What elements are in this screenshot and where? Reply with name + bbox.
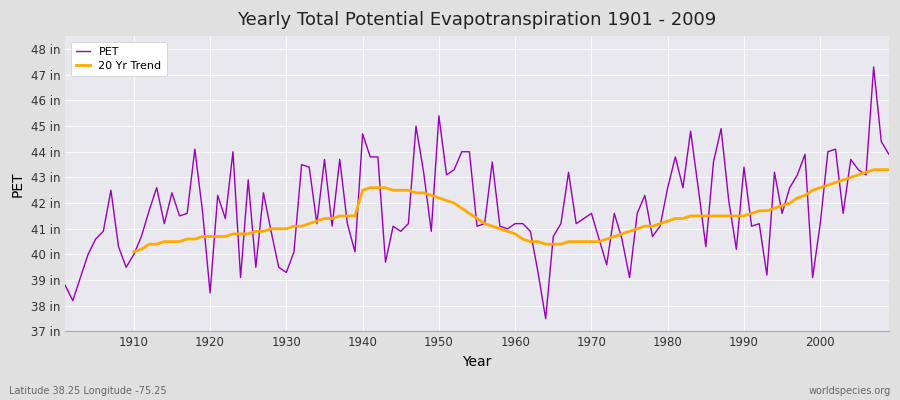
X-axis label: Year: Year — [463, 355, 491, 369]
Text: Latitude 38.25 Longitude -75.25: Latitude 38.25 Longitude -75.25 — [9, 386, 166, 396]
PET — [334, 157, 345, 162]
20 Yr Trend — [518, 237, 528, 242]
20 Yr Trend — [579, 239, 590, 244]
20 Yr Trend — [274, 226, 284, 231]
Title: Yearly Total Potential Evapotranspiration 1901 - 2009: Yearly Total Potential Evapotranspiratio… — [238, 11, 716, 29]
20 Yr Trend — [884, 167, 895, 172]
20 Yr Trend — [845, 175, 856, 180]
PET — [868, 65, 879, 70]
PET — [509, 221, 520, 226]
PET — [609, 211, 620, 216]
20 Yr Trend — [868, 167, 879, 172]
PET — [121, 265, 131, 270]
PET — [884, 152, 895, 157]
Legend: PET, 20 Yr Trend: PET, 20 Yr Trend — [71, 42, 167, 76]
Y-axis label: PET: PET — [11, 171, 25, 197]
PET — [59, 283, 70, 288]
Line: 20 Yr Trend: 20 Yr Trend — [134, 170, 889, 252]
20 Yr Trend — [823, 183, 833, 188]
PET — [502, 226, 513, 231]
PET — [540, 316, 551, 321]
Line: PET: PET — [65, 67, 889, 319]
Text: worldspecies.org: worldspecies.org — [809, 386, 891, 396]
20 Yr Trend — [129, 250, 140, 254]
PET — [289, 250, 300, 254]
20 Yr Trend — [304, 221, 315, 226]
